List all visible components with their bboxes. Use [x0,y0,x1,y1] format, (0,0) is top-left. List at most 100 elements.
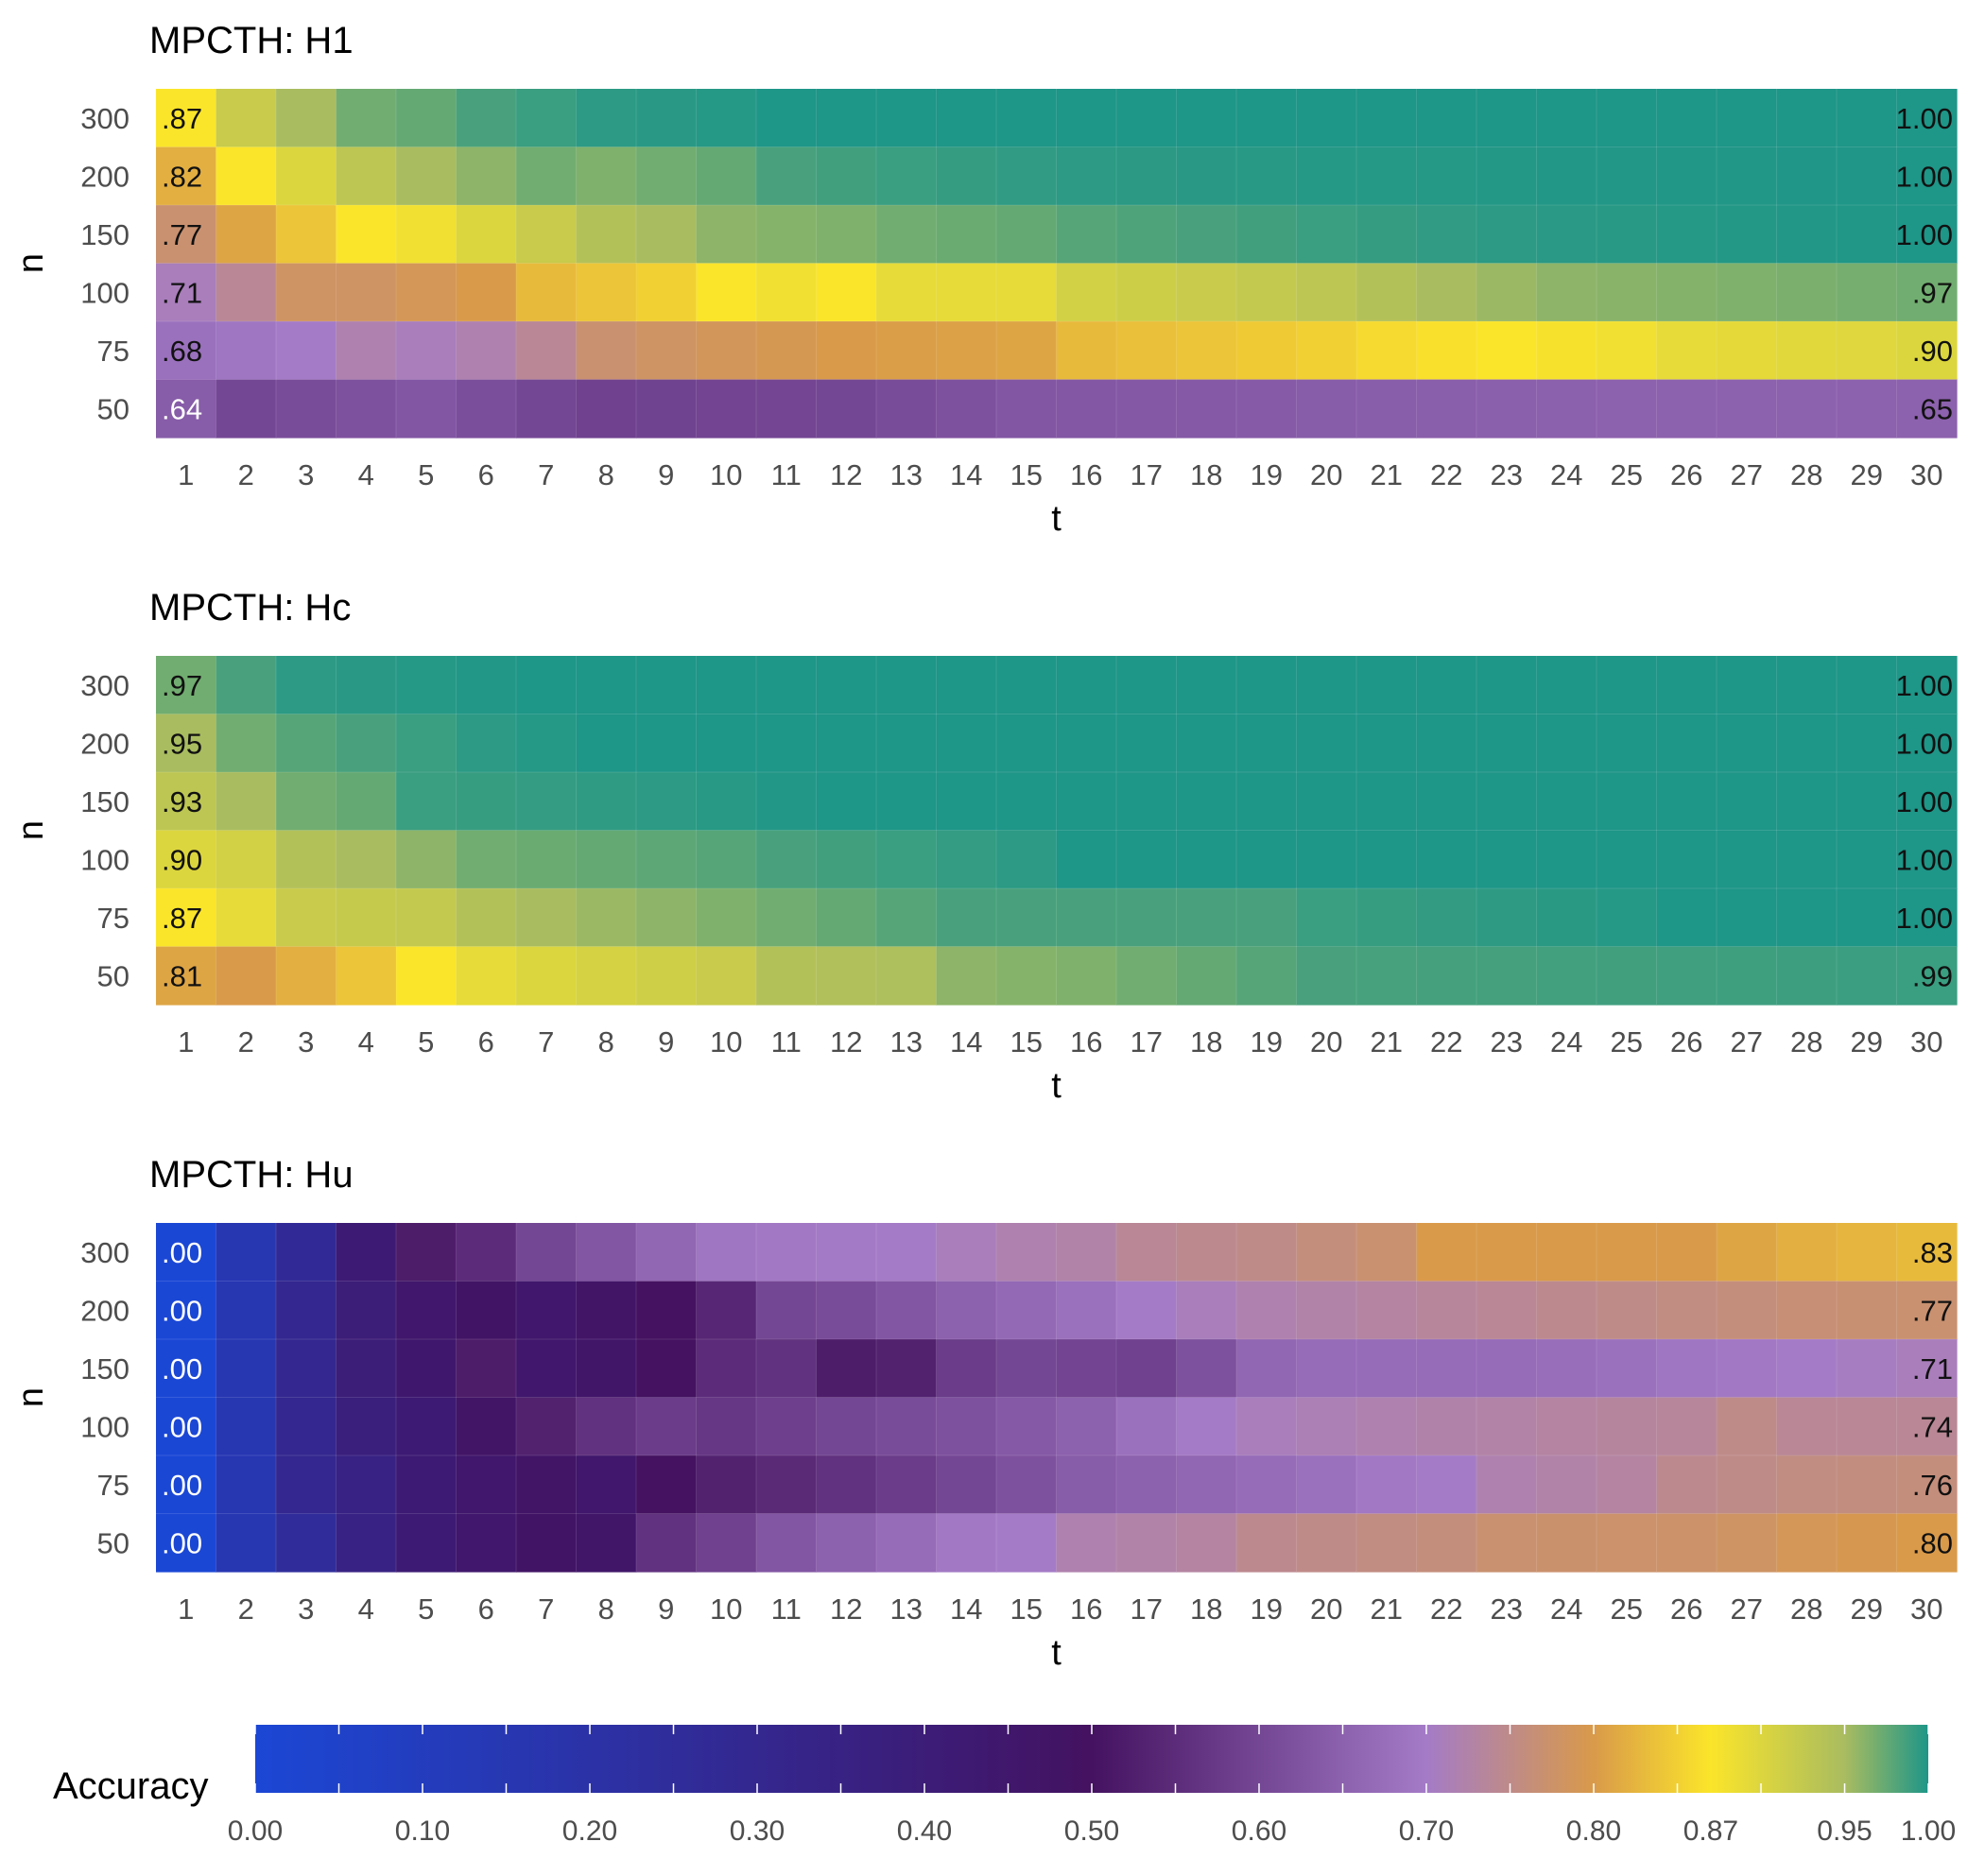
cell-value-label: .00 [162,1410,202,1443]
heatmap-cell [1296,1397,1357,1456]
x-tick-label: 16 [1070,458,1102,491]
x-tick-label: 6 [478,458,494,491]
heatmap-cell [1896,1397,1958,1456]
heatmap-cell [1837,379,1898,439]
heatmap-cell [1116,888,1178,948]
cell-value-label: .97 [1912,276,1953,309]
heatmap-cell [756,146,818,206]
heatmap-cell [1236,888,1298,948]
heatmap-cell [1656,946,1717,1006]
heatmap-cell [456,1281,517,1340]
cell-value-label: .71 [162,276,202,309]
heatmap-cell [1776,1339,1838,1399]
heatmap-cell [636,946,698,1006]
heatmap-cell [156,146,217,206]
x-tick-label: 26 [1670,458,1702,491]
heatmap-cell [156,379,217,439]
y-tick-label: 200 [80,160,129,193]
heatmap-cell [576,379,637,439]
heatmap-cell [1116,205,1178,265]
heatmap-cell [1776,321,1838,381]
heatmap-cell [576,714,637,773]
x-tick-label: 29 [1851,1025,1883,1058]
heatmap-cell [636,1513,698,1573]
cell-value-label: .82 [162,160,202,193]
heatmap-cell [876,321,938,381]
cell-value-label: .00 [162,1236,202,1269]
heatmap-cell [216,1339,277,1399]
y-tick-label: 150 [80,1352,129,1385]
heatmap-cell [1536,1339,1597,1399]
legend-tick-label: 0.80 [1566,1816,1621,1847]
heatmap-cell [696,89,757,148]
heatmap-cell [696,888,757,948]
heatmap-cell [1416,714,1477,773]
x-tick-label: 26 [1670,1592,1702,1626]
heatmap-cell [696,205,757,265]
heatmap-cell [516,1397,578,1456]
heatmap-cell [576,1339,637,1399]
x-tick-label: 30 [1910,1592,1942,1626]
heatmap-cell [1536,714,1597,773]
heatmap-cell [396,263,457,322]
heatmap-cell [1296,1223,1357,1282]
heatmap-cell [1536,946,1597,1006]
x-tick-label: 3 [298,1592,314,1626]
heatmap-cell [1597,263,1658,322]
heatmap-cell [276,1223,337,1282]
heatmap-cell [1416,146,1477,206]
heatmap-cell [1236,263,1298,322]
heatmap-cell [816,714,877,773]
heatmap-cell [336,89,397,148]
heatmap-cell [576,830,637,889]
y-tick-label: 75 [97,1469,129,1502]
heatmap-cell [996,263,1058,322]
heatmap-cell [276,89,337,148]
heatmap-cell [1597,830,1658,889]
heatmap-cell [276,1513,337,1573]
heatmap-cell [576,888,637,948]
x-tick-label: 17 [1131,1025,1163,1058]
heatmap-cell [1896,263,1958,322]
heatmap-cell [1236,1223,1298,1282]
heatmap-cell [1116,1281,1178,1340]
heatmap-cell [1176,205,1237,265]
x-tick-label: 20 [1310,1592,1342,1626]
heatmap-cell [396,888,457,948]
heatmap-cell [1536,1223,1597,1282]
heatmap-cell [1656,1397,1717,1456]
heatmap-cell [636,1281,698,1340]
heatmap-cell [1116,379,1178,439]
heatmap-cell [456,772,517,832]
heatmap-cell [696,321,757,381]
x-tick-label: 13 [890,1025,923,1058]
heatmap-cell [996,1223,1058,1282]
heatmap-cell [516,888,578,948]
heatmap-cell [936,1339,997,1399]
cell-value-label: .80 [1912,1526,1953,1559]
heatmap-cell [936,379,997,439]
heatmap-cell [1896,1223,1958,1282]
heatmap-cell [1717,888,1778,948]
heatmap-cell [1176,830,1237,889]
heatmap-cell [1536,379,1597,439]
heatmap-cell [1717,89,1778,148]
heatmap-cell [1536,888,1597,948]
cell-value-label: .64 [162,392,202,425]
heatmap-cell [756,830,818,889]
x-tick-label: 13 [890,458,923,491]
x-tick-label: 16 [1070,1592,1102,1626]
heatmap-cell [1896,830,1958,889]
x-tick-label: 9 [658,1592,674,1626]
heatmap-cell [1236,379,1298,439]
heatmap-cell [1597,772,1658,832]
heatmap-cell [1717,830,1778,889]
heatmap-cell [756,379,818,439]
heatmap-cell [1416,946,1477,1006]
heatmap-cell [1236,1455,1298,1515]
heatmap-cell [1236,1397,1298,1456]
cell-value-label: 1.00 [1896,727,1953,760]
x-tick-label: 18 [1190,1025,1222,1058]
heatmap-cell [1597,888,1658,948]
x-tick-label: 1 [178,1592,194,1626]
